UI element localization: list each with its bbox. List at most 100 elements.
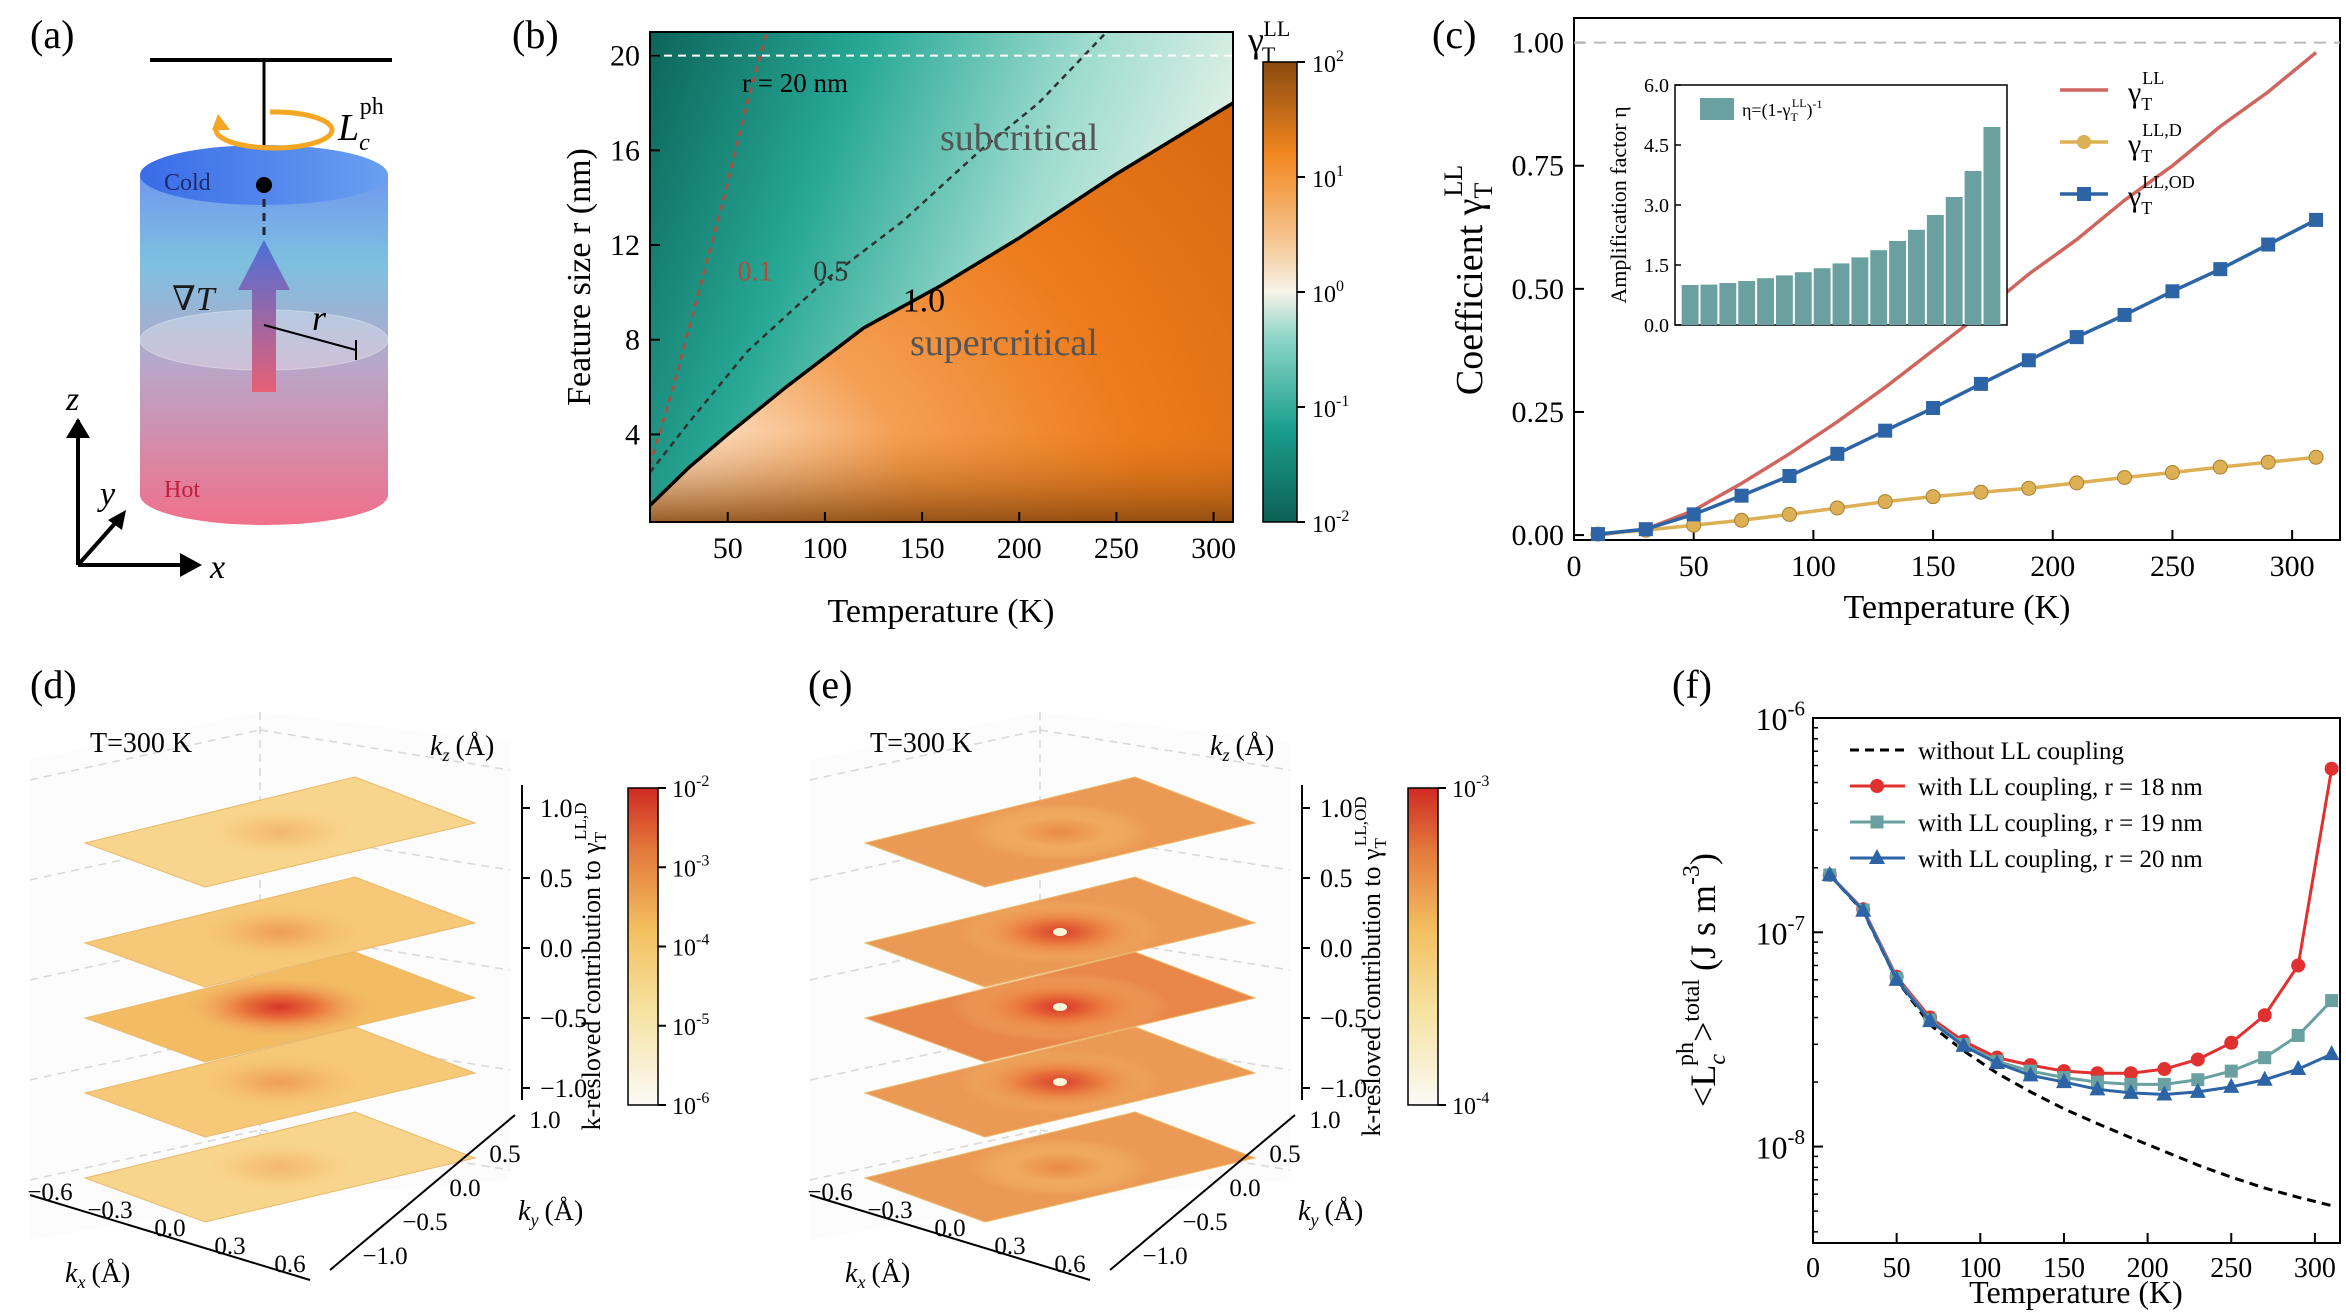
grid-line xyxy=(809,729,1041,781)
ytick-label-c: 0.75 xyxy=(1512,150,1565,183)
inset-bar xyxy=(1700,284,1718,325)
kx-tick-label: 0.0 xyxy=(154,1215,185,1242)
legend-f: without LL coupling with LL coupling, r =… xyxy=(1850,738,2203,873)
panel-a-schematic: Cold Hot ∇T r Lcph x y z xyxy=(65,58,392,586)
axis-x-label: x xyxy=(209,549,225,586)
xtick-label-c: 100 xyxy=(1791,550,1836,583)
inset-bar xyxy=(1851,257,1869,325)
kx-tick-label: 0.3 xyxy=(994,1233,1025,1260)
axis-y-line xyxy=(76,518,120,567)
panel-label-c: (c) xyxy=(1432,12,1476,57)
panel-label-a: (a) xyxy=(30,12,74,57)
inset-bar xyxy=(1775,275,1793,325)
xtick-label-b: 50 xyxy=(713,532,743,565)
inset-legend-swatch xyxy=(1700,98,1734,120)
inset-ytick-label: 3.0 xyxy=(1644,195,1669,217)
inset-ytick-label: 0.0 xyxy=(1644,315,1669,337)
contour-0.1 xyxy=(650,32,768,466)
inset-bar xyxy=(1757,278,1774,325)
ky-tick-label: −1.0 xyxy=(1142,1243,1187,1270)
k-layer-center xyxy=(1053,1078,1067,1086)
point-od xyxy=(2069,330,2084,345)
annotation-subcritical: subcritical xyxy=(940,117,1098,159)
ky-axis xyxy=(329,1114,516,1271)
k-layer-hotspot xyxy=(969,803,1151,861)
heatmap-cool-region xyxy=(650,32,1233,506)
point-d xyxy=(1877,494,1893,510)
ky-tick-label: −1.0 xyxy=(362,1243,407,1270)
ytick-label-b: 16 xyxy=(610,134,640,167)
xtick-label-b: 250 xyxy=(1094,532,1139,565)
xtick-label-b: 100 xyxy=(802,532,847,565)
series-f-0 xyxy=(1828,874,2332,1208)
kz-label: kz (Å) xyxy=(430,731,494,765)
ky-tick-label: 1.0 xyxy=(529,1107,560,1134)
inset-bar xyxy=(1813,268,1831,325)
ytick-label-b: 8 xyxy=(625,324,640,357)
series-line-0 xyxy=(1597,51,2318,537)
grid-line xyxy=(29,1129,261,1181)
point-r20 xyxy=(1821,866,1838,882)
kz-tick-label: −0.5 xyxy=(540,1004,587,1033)
xlabel-f: Temperature (K) xyxy=(1969,1274,2183,1310)
panel-f-logchart: 0 50 100 150 200 250 300 10-6 10-7 10-8 without L… xyxy=(1673,697,2341,1310)
point-r20 xyxy=(1855,901,1872,917)
k-layer-center xyxy=(1053,928,1067,936)
point-r19 xyxy=(2157,1077,2171,1091)
point-d xyxy=(2212,459,2228,475)
series-line-2 xyxy=(1597,218,2317,536)
panel-d-kspace: T=300 K1.00.50.0−0.5−1.0kz (Å)−0.6−0.30.0… xyxy=(27,712,709,1292)
point-r20 xyxy=(2055,1073,2072,1089)
k-layer-hotspot xyxy=(195,1054,365,1110)
colorbar-tick-label: 10-6 xyxy=(672,1090,709,1120)
colorbar-tick-label: 10-5 xyxy=(672,1011,709,1041)
contour-label: 0.1 xyxy=(737,257,772,288)
kz-tick-label: 1.0 xyxy=(1320,794,1353,823)
k-layer-hotspot xyxy=(209,808,351,856)
inset-bar xyxy=(1908,229,1925,325)
ytick-label-b: 4 xyxy=(625,418,640,451)
panel-e-kspace: T=300 K1.00.50.0−0.5−1.0kz (Å)−0.6−0.30.0… xyxy=(807,712,1489,1292)
colorbar-b-label: γTLL xyxy=(1247,16,1290,67)
colorbar-tick-label: 10-3 xyxy=(1452,773,1489,803)
ky-label: ky (Å) xyxy=(1298,1196,1363,1230)
ytick-label-f: 10-7 xyxy=(1756,911,1806,951)
ky-tick-label: 0.5 xyxy=(489,1141,520,1168)
colorbar-label: k-resloved contribution to γTLL,D xyxy=(571,803,610,1131)
xtick-label-b: 300 xyxy=(1191,532,1236,565)
ytick-label-c: 0.50 xyxy=(1512,273,1565,306)
legend-c-label: γTLL xyxy=(2127,68,2164,114)
point-d xyxy=(2308,449,2324,465)
point-od xyxy=(1878,423,1893,438)
xtick-label-c: 0 xyxy=(1567,550,1582,583)
legend-f-label: with LL coupling, r = 18 nm xyxy=(1918,774,2203,801)
inset-bar xyxy=(1832,263,1850,325)
grid-line xyxy=(1039,729,1291,771)
legend-c-label: γTLL,D xyxy=(2127,120,2182,166)
point-r18 xyxy=(2157,1062,2172,1077)
axis-z-label: z xyxy=(65,381,79,418)
kx-axis xyxy=(29,1194,311,1281)
annotation-r-line: r = 20 nm xyxy=(742,68,848,98)
ytick-label-c: 0.00 xyxy=(1512,519,1565,552)
point-od xyxy=(1926,401,1941,416)
inset-bar xyxy=(1926,215,1944,325)
xtick-label-c: 300 xyxy=(2270,550,2315,583)
colorbar-b-tick-label: 10-2 xyxy=(1312,508,1349,538)
kx-tick-label: 0.0 xyxy=(934,1215,965,1242)
inset-ytick-label: 4.5 xyxy=(1644,135,1669,157)
inset-bar xyxy=(1719,283,1737,325)
point-d xyxy=(1734,512,1750,528)
ky-axis xyxy=(1109,1114,1296,1271)
rotation-arrowhead-icon xyxy=(212,114,230,130)
contour-1.0 xyxy=(650,101,1233,507)
plot-frame-c xyxy=(1573,17,2341,541)
ylabel-f: <Lcph>total(J s m-3) xyxy=(1673,853,1731,1107)
panel-b-heatmap: 0.1 0.5 1.0 50 100 150 200 250 300 4 8 12 16 20 r = … xyxy=(561,16,1349,630)
point-r18 xyxy=(2257,1008,2272,1023)
point-r20 xyxy=(1922,1012,1939,1028)
kx-tick-label: −0.3 xyxy=(867,1197,912,1224)
legend-f-marker xyxy=(1869,849,1885,864)
kz-tick-label: −1.0 xyxy=(1320,1074,1367,1103)
point-r19 xyxy=(2224,1064,2238,1078)
